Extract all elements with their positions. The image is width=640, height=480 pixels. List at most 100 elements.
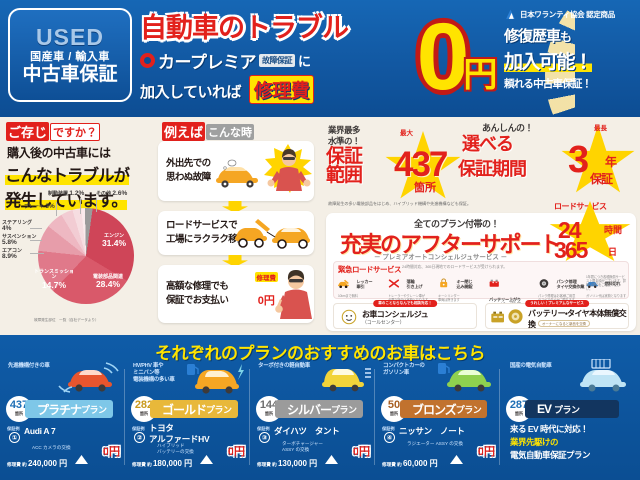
- enrollment-text: 加入していれば: [140, 84, 242, 101]
- leader-line: [96, 198, 97, 212]
- concierge-sub: （コールセンター）: [362, 320, 405, 326]
- zero-yen-headline: 0 円: [392, 2, 522, 114]
- pie-label-suspension: サスペンション 5.8%: [2, 234, 37, 247]
- association-row: 日本ワランティ協会 認定商品: [504, 8, 634, 21]
- silver-plan-row: 144 箇所 シルバー プラン: [256, 396, 374, 422]
- rs-footer-note: 1年間につき各種無償サービス上限金額がございます。詳細は規約をご確認ください。: [586, 275, 626, 292]
- emergency-roadservice-title: 緊急ロードサービス: [338, 265, 402, 274]
- ev-car-icon: [580, 359, 626, 392]
- domestic-import-label: 国産車 / 輸入車: [30, 50, 110, 63]
- leader-line: [30, 240, 42, 241]
- gold-zero: 0円: [227, 446, 245, 458]
- brand-name: カープレミア: [158, 53, 256, 72]
- rs-item-name: 落輪 引き上げ: [406, 278, 423, 289]
- ev-line2: 業界先駆けの: [510, 437, 559, 448]
- gold-example-number: ②: [134, 432, 145, 443]
- rs-item-tow: レッカー 牽引 10kmまで無料: [338, 275, 386, 298]
- recommended-plans-section: それぞれのプランのおすすめのお車はこちら 先進機構付きの車 437 箇所: [0, 335, 640, 480]
- tire-icon: [508, 309, 523, 324]
- step1-text: 外出先での 思わぬ故障: [166, 158, 211, 183]
- happy-person-icon: [275, 270, 312, 319]
- rs-item-ditch: 落輪 引き上げ トレーラーやクレーン車が 必要な場合は実費となります: [388, 275, 436, 302]
- fuel-delivery-icon: [586, 282, 598, 289]
- gold-cost: 修理費 約 180,000 円: [132, 459, 193, 468]
- silver-count-unit: 箇所: [265, 410, 273, 416]
- after-purchase-text: 購入後の中古車には: [7, 146, 111, 160]
- can-join-label: 加入可能！: [504, 47, 593, 74]
- header-copy: 自動車のトラブル カープレミア 故障保証 に 加入していれば 修理費: [140, 6, 490, 104]
- plan-card-bronze[interactable]: コンパクトカーの ガソリン車 50 箇所 ブロンズ プラン 保証例: [379, 363, 497, 471]
- repair-fee-small-label: 修理費: [254, 272, 278, 282]
- silver-cost: 修理費 約 130,000 円: [257, 459, 318, 468]
- bronze-card-header: コンパクトカーの ガソリン車: [383, 363, 425, 377]
- pie-label-transmission: トランスミッション 14.7%: [34, 269, 74, 290]
- silver-part: ターボチャージャー ASSY の交換: [282, 441, 323, 452]
- plan-card-ev[interactable]: 国産の電気自動車 287 箇所 EV プラン 来る E: [504, 359, 638, 471]
- concierge-tag: 車のことならなんでも相談対応！: [373, 300, 437, 307]
- silver-count: 144: [259, 399, 279, 412]
- warranty-scope-note: 故障発生の多い電装部品をはじめ、ハイブリッド機構や先進機構なども保証。: [328, 201, 471, 206]
- platinum-count-unit: 箇所: [15, 410, 23, 416]
- card-divider: [249, 369, 250, 465]
- battery-tire-pill: オーナーになると新品を交換: [538, 320, 591, 327]
- bronze-plan-bar: ブロンズ プラン: [400, 400, 488, 418]
- used-car-warranty-label: 中古車保証: [22, 64, 118, 86]
- bronze-example-number: ④: [384, 432, 395, 443]
- broken-car-icon: [216, 159, 258, 188]
- silver-car-name: ダイハツ タント: [274, 426, 340, 436]
- silver-example-number: ③: [259, 432, 270, 443]
- pie-label-other: その他 2.6%: [96, 190, 128, 197]
- pie-label-steering: ステアリング 4%: [2, 220, 33, 233]
- bronze-plan-name: ブロンズ: [412, 402, 457, 417]
- plan-card-silver[interactable]: ターボ付きの軽自動車 144 箇所 シルバー プラン 保証例 ③: [254, 363, 372, 471]
- step-card-payment: 高額な修理でも 保証でお支払い 修理費 0円: [158, 265, 314, 323]
- reliable-warranty-label: 頼れる中古車保証！: [504, 78, 592, 90]
- arrow-up-icon: [75, 455, 88, 464]
- silver-plan-word: プラン: [331, 404, 357, 415]
- gold-plan-row: 282 箇所 ゴールド プラン: [131, 396, 249, 422]
- ev-line3: 電気自動車保証プラン: [510, 450, 591, 461]
- platinum-example-label: 保証例: [7, 426, 20, 431]
- rs-item-name: キー閉じ 込み開錠: [456, 278, 473, 289]
- trouble-statistics-panel: ご存じ ですか？ 購入後の中古車には こんなトラブルが 発生しています。 制動装…: [0, 117, 150, 335]
- particle-ni: に: [297, 54, 311, 69]
- bronze-plan-row: 50 箇所 ブロンズ プラン: [381, 396, 499, 422]
- card-divider: [499, 369, 500, 465]
- ev-description: 来る EV 時代に対応！ 業界先駆けの 電気自動車保証プラン: [510, 423, 591, 463]
- tow-truck-icon: [338, 279, 349, 289]
- pie-label-brake: ブレーキ 3%: [24, 203, 55, 210]
- ev-plan-row: 287 箇所 EV プラン: [506, 396, 638, 422]
- plan-card-platinum[interactable]: 先進機構付きの車 437 箇所 プラチナ プラン: [4, 362, 122, 471]
- header-banner: USED 国産車 / 輸入車 中古車保証 自動車のトラブル カープレミア 故障保…: [0, 0, 640, 117]
- red-car-icon: [58, 362, 119, 393]
- bronze-plan-word: プラン: [455, 404, 482, 415]
- key-lock-icon: [440, 278, 448, 288]
- pie-label-aircon: エアコン 8.9%: [2, 248, 23, 261]
- ditch-recovery-icon: [388, 279, 400, 288]
- bronze-part: ラジエーター ASSY の交換: [407, 441, 463, 446]
- repair-zero-block: 修理費 0円: [254, 272, 278, 308]
- car-premium-flower-icon: [140, 53, 155, 68]
- service-card-concierge: 車のことならなんでも相談対応！ お車コンシェルジュ （コールセンター）: [333, 300, 477, 329]
- rs-item-fuel: 燃料切れ ガソリン代は実費となります: [586, 275, 634, 298]
- days-unit: 日: [608, 247, 618, 257]
- zero-number: 0: [416, 4, 470, 111]
- ev-line1: 来る EV 時代に対応！: [510, 424, 589, 434]
- platinum-plan-name: プラチナ: [37, 402, 82, 417]
- battery-tire-tag: うれしい！プレミアムなサービス: [525, 300, 589, 307]
- service-card-battery-tire: うれしい！プレミアムなサービス バッテリー・タイヤ本体無償交換 オーナーになると…: [485, 300, 629, 329]
- platinum-part: ACC カメラの交換: [32, 445, 71, 450]
- repair-zero-number: 0円: [257, 295, 275, 307]
- gozonji-white-text: ですか？: [50, 122, 101, 141]
- step-card-roadservice: ロードサービスで 工場にラクラク移動: [158, 211, 314, 255]
- longest-label: 最長: [594, 125, 607, 132]
- warranty-tag: 故障保証: [258, 54, 295, 67]
- tow-truck-icon: [235, 219, 310, 249]
- plan-card-gold[interactable]: HV/PHV 車や ミニバン等 電装機構の多い車 282 箇所 ゴールド プラン: [129, 363, 247, 471]
- ev-count: 287: [509, 399, 529, 412]
- platinum-count: 437: [9, 399, 29, 412]
- warranty-scope-title: 保証 範囲: [326, 146, 363, 186]
- bronze-example-label: 保証例: [382, 426, 395, 431]
- trouble-pie-chart: 制動装置 1.2% その他 2.6% ブレーキ 3% ステアリング 4% サスペ…: [0, 190, 150, 332]
- used-car-warranty-badge: USED 国産車 / 輸入車 中古車保証: [8, 8, 132, 102]
